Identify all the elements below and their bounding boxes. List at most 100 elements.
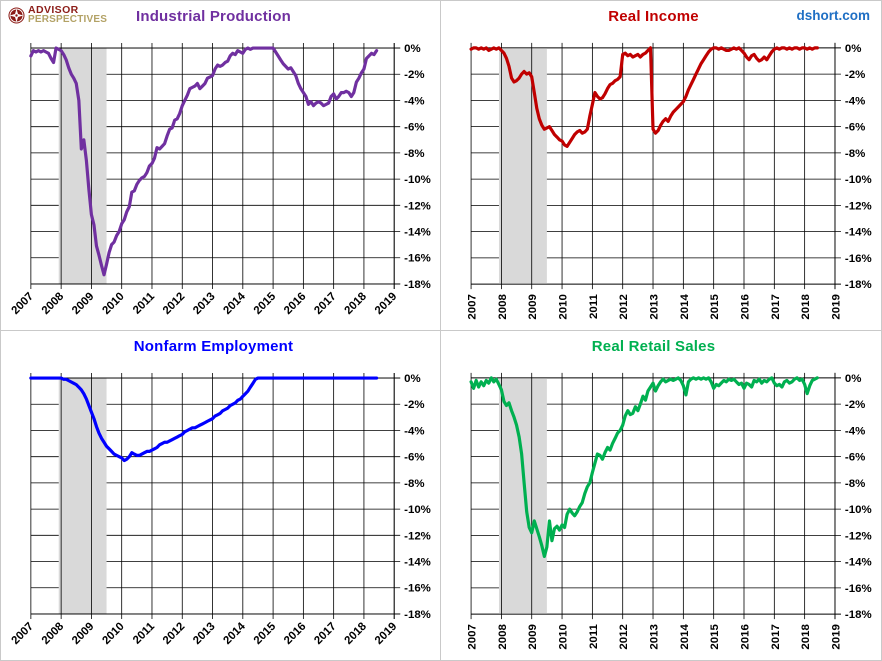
y-axis-label: -16% <box>404 583 431 595</box>
y-axis-label: -6% <box>845 122 865 134</box>
chart-panel-industrial-production: ADVISOR PERSPECTIVES Industrial Producti… <box>1 1 441 331</box>
x-axis-label: 2018 <box>800 623 812 649</box>
y-axis-label: -18% <box>845 609 872 621</box>
x-axis-label: 2012 <box>161 291 187 317</box>
y-axis-label: -10% <box>404 504 431 516</box>
x-axis-label: 2008 <box>40 290 67 317</box>
y-axis-label: -6% <box>404 122 424 134</box>
chart-panel-real-retail-sales: Real Retail Sales 0% -2% -4% -6% -8% -10% -12%… <box>441 331 881 660</box>
y-axis-label: -8% <box>845 148 865 160</box>
x-axis-label: 2012 <box>618 624 630 649</box>
data-line <box>29 46 379 277</box>
y-axis-label: -10% <box>845 174 872 186</box>
x-axis-label: 2010 <box>558 624 570 649</box>
y-axis-label: -18% <box>404 609 431 621</box>
chart-panel-real-income: dshort.com Real Income 0% -2% -4% -6% -8% -10… <box>441 1 881 331</box>
recession-band <box>58 48 107 284</box>
x-axis-label: 2007 <box>467 624 479 649</box>
logo-perspectives-text: PERSPECTIVES <box>28 14 108 25</box>
y-axis-label: -12% <box>845 530 872 542</box>
y-axis-label: -10% <box>845 504 872 516</box>
chart-plot-real-income: 0% -2% -4% -6% -8% -10% -12% -14% -16% -18% 2007 20… <box>467 43 872 320</box>
y-axis-label: -6% <box>404 452 424 464</box>
x-axis-label: 2016 <box>282 621 308 647</box>
y-axis-label: -12% <box>404 200 431 212</box>
x-axis-label: 2013 <box>649 294 661 319</box>
x-axis-label: 2017 <box>312 291 338 317</box>
x-axis-label: 2016 <box>739 294 751 319</box>
dshort-watermark: dshort.com <box>796 8 870 23</box>
x-axis-label: 2016 <box>282 291 308 317</box>
x-axis-label: 2018 <box>800 293 812 319</box>
x-axis-label: 2009 <box>527 624 539 649</box>
y-axis-label: -4% <box>404 425 424 437</box>
y-axis-label: -4% <box>845 425 865 437</box>
y-axis-label: -8% <box>845 478 865 490</box>
y-axis-label: -12% <box>404 530 431 542</box>
y-axis-label: -14% <box>845 227 872 239</box>
y-axis-label: -16% <box>845 583 872 595</box>
y-axis-label: -6% <box>845 452 865 464</box>
x-axis-label: 2014 <box>221 290 248 317</box>
y-axis-label: 0% <box>845 373 862 385</box>
y-axis-label: -4% <box>404 95 424 107</box>
logo-text: ADVISOR PERSPECTIVES <box>28 4 108 25</box>
logo-advisor-text: ADVISOR <box>28 4 79 16</box>
y-axis-label: -14% <box>845 557 872 569</box>
x-axis-label: 2019 <box>830 294 842 319</box>
x-axis-label: 2017 <box>312 621 338 647</box>
chart-panel-nonfarm-employment: Nonfarm Employment 0% -2% -4% -6% -8% -10% -12… <box>1 331 441 660</box>
compass-icon <box>8 6 25 24</box>
x-axis-label: 2010 <box>100 621 126 647</box>
chart-title-nonfarm-employment: Nonfarm Employment <box>133 338 294 355</box>
chart-title-real-income: Real Income <box>608 8 699 25</box>
x-axis-label: 2014 <box>679 293 691 319</box>
y-axis-label: -18% <box>404 279 431 291</box>
x-axis-label: 2017 <box>770 294 782 319</box>
chart-plot-industrial-production: 0%-2%-4%-6%-8%-10%-12%-14%-16%-18%2007 20… <box>9 43 431 317</box>
recession-band <box>498 47 547 285</box>
y-axis-label: -10% <box>404 174 431 186</box>
data-line <box>469 46 819 148</box>
x-axis-label: 2013 <box>191 621 217 647</box>
x-axis-label: 2017 <box>770 624 782 649</box>
x-axis-label: 2009 <box>70 621 96 647</box>
x-axis-label: 2011 <box>131 290 157 316</box>
y-axis-label: -18% <box>845 279 872 291</box>
y-axis-label: -2% <box>845 69 865 81</box>
x-axis-label: 2013 <box>649 624 661 649</box>
y-axis-label: -2% <box>404 399 424 411</box>
y-axis-label: -8% <box>404 148 424 160</box>
x-axis-label: 2010 <box>558 294 570 319</box>
y-axis-label: -14% <box>404 557 431 569</box>
y-axis-label: -8% <box>404 478 424 490</box>
x-axis-label: 2018 <box>343 290 370 317</box>
x-axis-label: 2011 <box>131 620 157 646</box>
y-axis-label: 0% <box>404 373 421 385</box>
x-axis-label: 2008 <box>497 623 509 649</box>
y-axis-label: -2% <box>404 69 424 81</box>
x-axis-label: 2015 <box>252 620 279 647</box>
x-axis-label: 2012 <box>161 621 187 647</box>
x-axis-label: 2018 <box>343 620 370 647</box>
advisor-perspectives-logo: ADVISOR PERSPECTIVES <box>8 4 108 25</box>
y-axis-label: 0% <box>404 43 421 55</box>
x-axis-label: 2011 <box>588 293 600 318</box>
x-axis-label: 2008 <box>40 620 67 647</box>
x-axis-label: 2019 <box>373 621 399 647</box>
data-line <box>29 376 379 463</box>
data-line <box>469 376 819 559</box>
x-axis-label: 2007 <box>9 621 35 647</box>
x-axis-label: 2015 <box>252 290 279 317</box>
y-axis-label: -16% <box>404 253 431 265</box>
x-axis-label: 2015 <box>709 623 721 649</box>
y-axis-label: 0% <box>845 43 862 55</box>
x-axis-label: 2019 <box>373 291 399 317</box>
y-axis-label: -16% <box>845 253 872 265</box>
x-axis-label: 2015 <box>709 293 721 319</box>
x-axis-label: 2009 <box>70 291 96 317</box>
x-axis-label: 2007 <box>467 294 479 319</box>
x-axis-label: 2008 <box>497 293 509 319</box>
chart-title-real-retail-sales: Real Retail Sales <box>591 338 716 355</box>
